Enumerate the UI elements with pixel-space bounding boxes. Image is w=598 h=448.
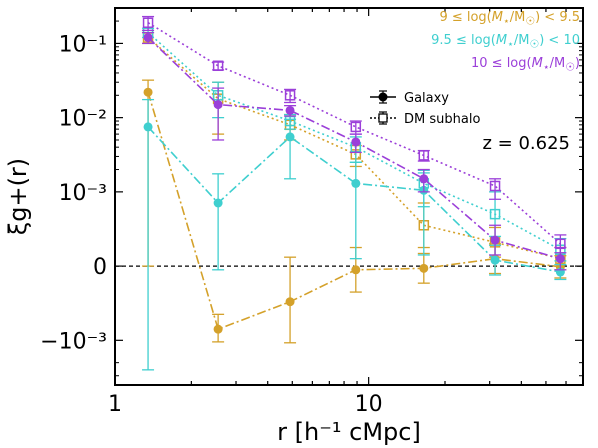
legend-entry-label: 10 ≤ log(M⋆/M☉)	[471, 56, 580, 74]
plot-frame	[114, 7, 584, 386]
y-axis-label: ξg+(r)	[4, 158, 32, 235]
y-tick-label: 0	[93, 255, 107, 280]
data-point	[143, 33, 153, 43]
series-line	[147, 91, 561, 331]
legend-entry-label: 9.5 ≤ log(M⋆/M☉) < 10	[431, 33, 580, 51]
y-tick-label: 10⁻¹	[59, 32, 107, 57]
series-4-galaxy	[142, 31, 567, 271]
data-point	[490, 255, 500, 265]
style-legend-marker	[378, 113, 388, 123]
redshift-annotation: z = 0.625	[482, 133, 570, 154]
data-point	[418, 150, 430, 161]
x-axis-label: r [h⁻¹ cMpc]	[277, 418, 421, 446]
data-point	[351, 137, 361, 147]
data-point	[419, 174, 429, 184]
style-legend-label: DM subhalo	[404, 112, 480, 127]
x-tick-label: 10	[355, 392, 383, 417]
legend-layer: 9 ≤ log(M⋆/M☉) < 9.5 9.5 ≤ log(M⋆/M☉) < 1…	[370, 10, 580, 154]
data-point	[489, 180, 501, 192]
legend-entry-label: 9 ≤ log(M⋆/M☉) < 9.5	[439, 10, 580, 28]
data-point	[213, 100, 223, 110]
data-point	[285, 297, 295, 307]
data-point	[284, 90, 296, 101]
x-tick-label: 1	[108, 392, 122, 417]
series-0-galaxy	[142, 79, 567, 344]
legend-entry-1: 9.5 ≤ log(M⋆/M☉) < 10	[431, 33, 580, 51]
style-legend-label: Galaxy	[404, 91, 449, 106]
y-tick-label: 10⁻²	[59, 107, 107, 132]
data-point	[285, 132, 295, 142]
data-point	[212, 60, 224, 72]
data-point	[285, 105, 295, 115]
data-point	[143, 122, 153, 132]
data-point	[555, 254, 565, 264]
y-tick-label: −10⁻³	[40, 329, 107, 354]
data-point	[213, 198, 223, 208]
series-5-subhalo	[142, 15, 567, 254]
legend-entry-0: 9 ≤ log(M⋆/M☉) < 9.5	[439, 10, 580, 28]
data-point	[143, 87, 153, 97]
data-layer	[115, 15, 583, 371]
data-point	[351, 178, 361, 188]
data-point	[351, 265, 361, 275]
data-point	[490, 235, 500, 245]
axis-layer: 1 10 10⁻¹ 10⁻² 10⁻³ 0 −10⁻³ r [h⁻¹ cMpc] ξg+(r)	[4, 8, 584, 446]
style-legend-marker	[378, 92, 388, 102]
data-point	[419, 263, 429, 273]
data-point	[350, 121, 362, 133]
data-point	[555, 238, 566, 250]
data-point	[489, 208, 501, 220]
data-point	[142, 17, 154, 28]
y-tick-label: 10⁻³	[59, 181, 107, 206]
data-point	[213, 324, 223, 334]
legend-entry-2: 10 ≤ log(M⋆/M☉)	[471, 56, 580, 74]
